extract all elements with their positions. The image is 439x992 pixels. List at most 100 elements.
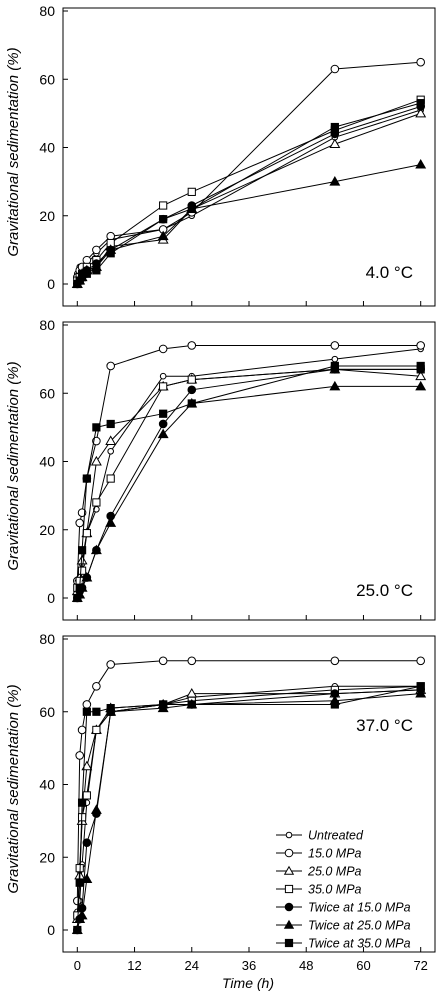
legend-label: Twice at 25.0 MPa	[308, 919, 411, 933]
data-point	[92, 725, 101, 735]
data-point	[416, 682, 425, 691]
legend: Untreated 15.0 MPa 25.0 MPa 35.0 MPa Twice a…	[276, 829, 411, 951]
data-point	[159, 215, 168, 224]
temperature-annotation: 37.0 °C	[356, 716, 413, 735]
data-point	[106, 231, 115, 241]
data-point	[92, 707, 101, 716]
chart-panel-25c: 0 20 40 60 80 Gravitational sedimentation (%)…	[5, 317, 436, 621]
legend-label: 25.0 MPa	[307, 865, 362, 879]
series-line	[76, 365, 421, 599]
data-point	[75, 518, 84, 528]
series-15-0-mpa	[73, 341, 425, 586]
data-point	[416, 341, 425, 350]
series-twice-at-25-0-mpa	[71, 380, 427, 602]
y-tick-label: 40	[39, 454, 55, 470]
data-point	[331, 355, 339, 363]
data-point	[106, 249, 115, 258]
data-point	[330, 64, 340, 74]
data-point	[330, 122, 339, 132]
legend-entry-twice-at-25-0-mpa: Twice at 25.0 MPa	[276, 919, 411, 933]
data-point	[90, 455, 102, 466]
data-point	[76, 909, 88, 920]
data-point	[187, 187, 196, 196]
data-point	[416, 99, 425, 108]
data-point	[158, 419, 168, 429]
y-axis-label: Gravitational sedimentation (%)	[5, 47, 22, 256]
data-point	[82, 791, 91, 800]
legend-entry-untreated: Untreated	[276, 829, 364, 843]
x-tick-label: 48	[299, 958, 313, 973]
legend-marker	[284, 848, 294, 858]
data-point	[92, 266, 101, 275]
series-line	[76, 660, 421, 901]
data-point	[187, 341, 197, 350]
plot-frame	[62, 7, 436, 307]
x-tick-label: 0	[74, 958, 81, 973]
y-tick-label: 0	[47, 922, 55, 938]
data-point	[330, 656, 340, 666]
data-point	[81, 571, 93, 582]
y-tick-label: 80	[39, 3, 55, 19]
series-untreated	[74, 106, 424, 278]
legend-label: 15.0 MPa	[308, 847, 362, 861]
y-tick-label: 0	[47, 590, 55, 606]
data-point	[77, 546, 87, 555]
data-point	[82, 474, 91, 483]
data-point	[416, 361, 425, 371]
data-point	[187, 700, 196, 709]
series-line	[76, 345, 421, 581]
temperature-annotation: 25.0 °C	[356, 581, 413, 600]
data-point	[105, 435, 117, 445]
data-point	[106, 419, 115, 429]
data-point	[330, 129, 340, 139]
y-tick-label: 80	[39, 631, 55, 647]
data-point	[415, 107, 427, 118]
legend-entry-twice-at-35-0-mpa: Twice at 35.0 MPa	[276, 937, 411, 951]
data-point	[157, 230, 169, 241]
series-twice-at-35-0-mpa	[73, 361, 425, 603]
data-point	[105, 517, 117, 527]
series-twice-at-15-0-mpa	[73, 365, 425, 603]
legend-marker	[284, 902, 294, 912]
legend-entry-15-0-mpa: 15.0 MPa	[276, 847, 362, 861]
legend-marker	[284, 938, 294, 948]
legend-marker	[284, 884, 294, 894]
data-point	[159, 382, 168, 391]
legend-marker	[283, 865, 295, 875]
data-point	[82, 707, 91, 716]
data-point	[415, 380, 427, 391]
series-35-0-mpa	[73, 95, 425, 285]
data-point	[187, 385, 197, 395]
data-point	[82, 700, 92, 709]
data-point	[415, 370, 427, 381]
legend-label: Twice at 15.0 MPa	[308, 901, 411, 915]
data-point	[92, 498, 101, 507]
x-axis-label: Time (h)	[222, 975, 274, 991]
chart-panel-4c: 0 20 40 60 80 Gravitational sedimentation (%)…	[5, 3, 436, 307]
plot-frame	[62, 321, 436, 621]
data-point	[77, 566, 87, 575]
series-twice-at-35-0-mpa	[73, 99, 425, 289]
data-point	[73, 896, 82, 906]
data-point	[159, 201, 168, 210]
data-point	[187, 204, 196, 214]
data-point	[159, 409, 168, 418]
y-tick-label: 60	[39, 704, 55, 720]
data-point	[106, 361, 115, 371]
legend-marker	[283, 919, 295, 929]
series-line	[76, 102, 421, 285]
data-point	[330, 341, 340, 350]
data-point	[186, 687, 198, 698]
data-point	[415, 158, 427, 169]
data-point	[92, 423, 101, 432]
series-25-0-mpa	[71, 363, 427, 596]
y-tick-label: 20	[39, 522, 55, 538]
x-tick-label: 72	[413, 958, 427, 973]
data-point	[187, 656, 197, 666]
data-point	[77, 725, 87, 735]
data-point	[76, 554, 88, 565]
y-tick-label: 20	[39, 849, 55, 865]
series-twice-at-35-0-mpa	[73, 682, 425, 935]
series-line	[76, 685, 421, 931]
